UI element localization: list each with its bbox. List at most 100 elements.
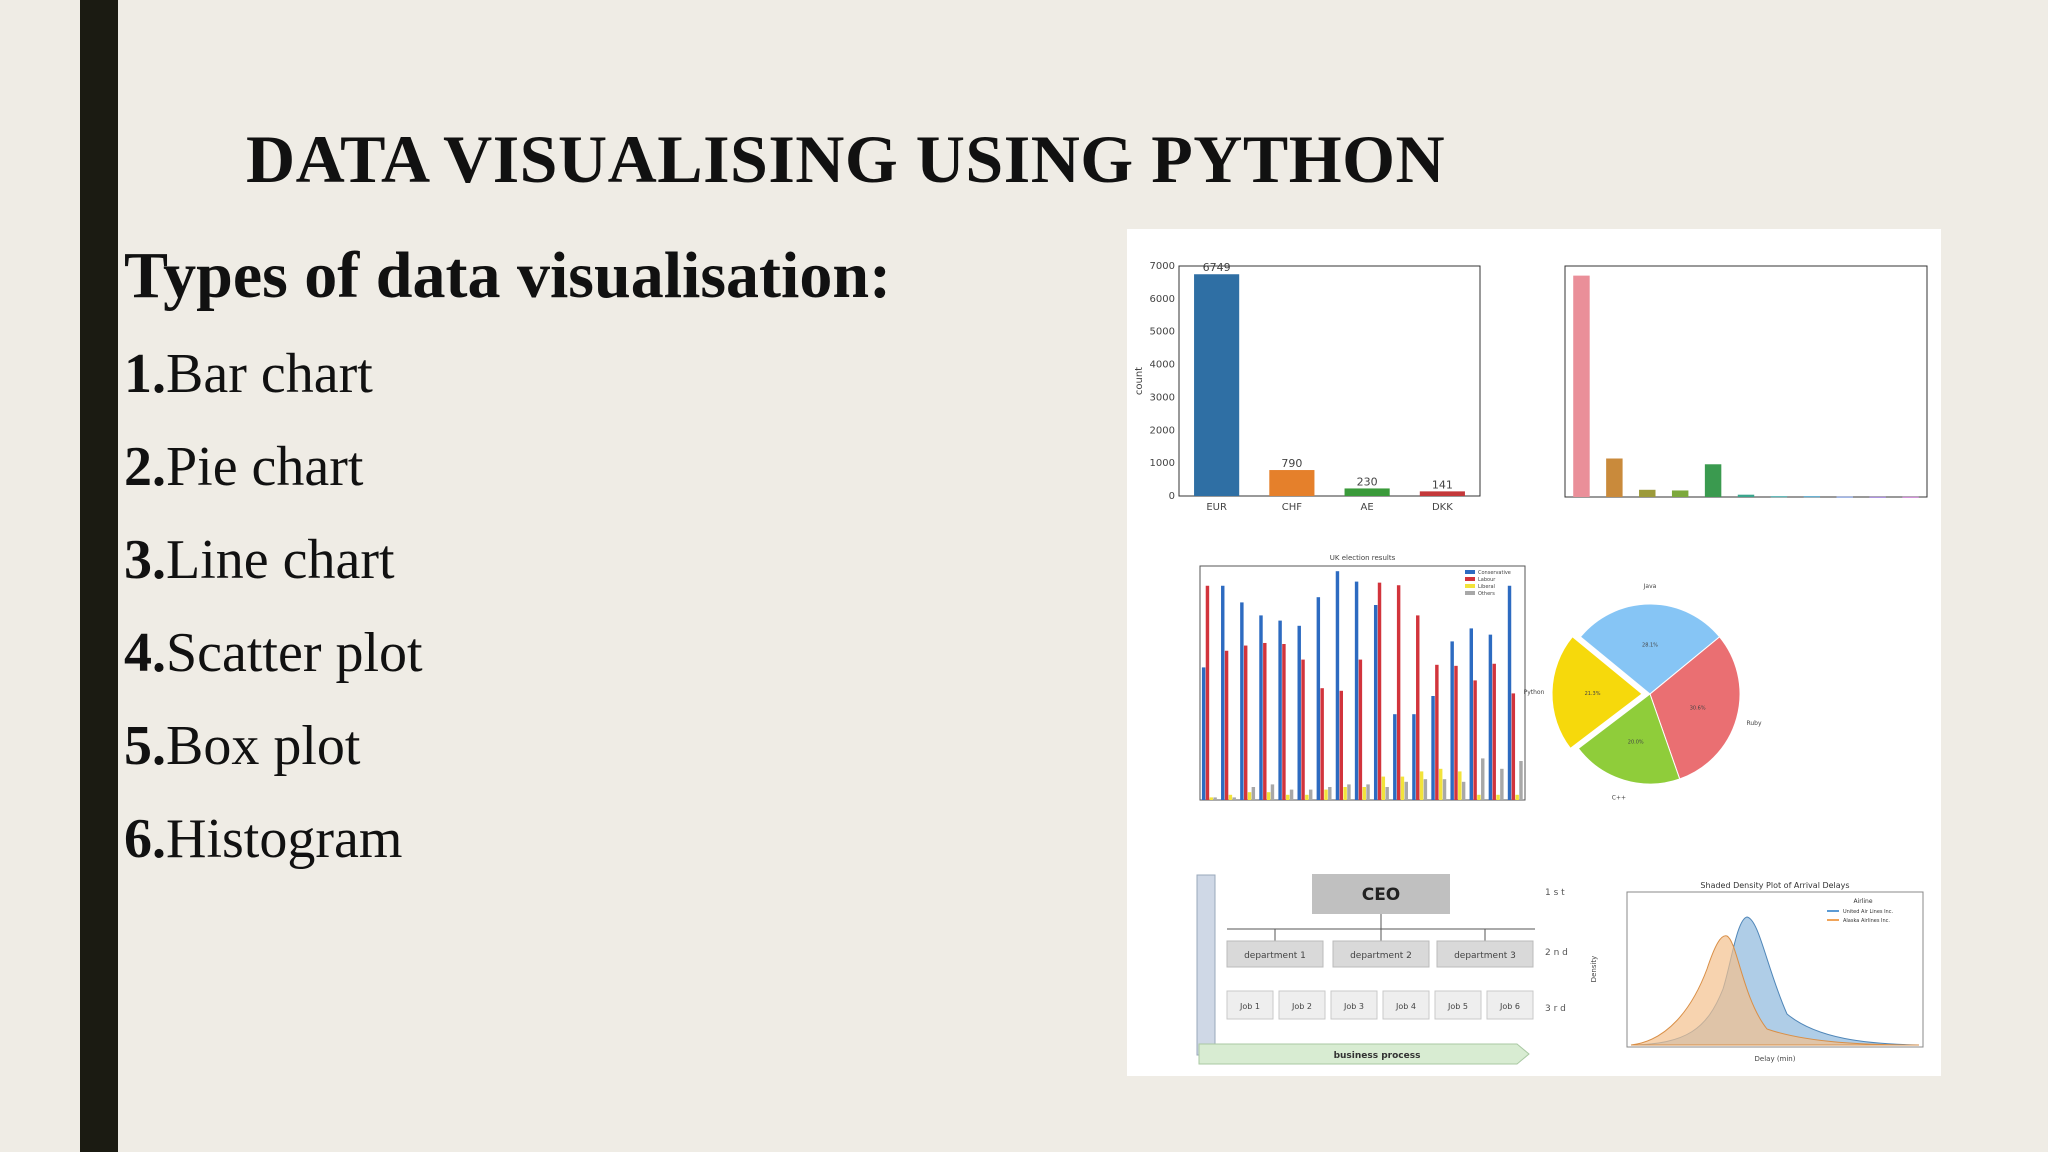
legend-swatch [1465, 570, 1475, 574]
bar [1671, 490, 1689, 497]
density-legend-label: United Air Lines Inc. [1843, 909, 1893, 915]
legend-swatch [1465, 584, 1475, 588]
bar [1902, 496, 1919, 498]
bar [1266, 792, 1271, 800]
list-item-label: Histogram [166, 808, 403, 870]
org-department-box [1436, 940, 1534, 968]
pie-slice-label: C++ [1612, 794, 1626, 801]
chart-collage-image: CEO business process 1 s t 2 n d 3 r d S… [1127, 229, 1941, 1076]
list-item: 3.Line chart [124, 526, 423, 619]
bar [1606, 458, 1623, 497]
pie-slice-label: Ruby [1746, 720, 1762, 727]
bar [1458, 771, 1462, 800]
y-tick-label: 3000 [1150, 392, 1175, 403]
bar [1297, 625, 1301, 800]
density-ylabel: Density [1590, 956, 1598, 983]
pie-slice-value: 30.6% [1690, 705, 1706, 711]
bar [1461, 781, 1466, 800]
bar [1385, 787, 1389, 800]
org-level-label: 3 r d [1545, 1004, 1566, 1014]
bar [1869, 496, 1886, 498]
bar [1270, 784, 1275, 800]
bar [1416, 615, 1420, 800]
bar [1354, 581, 1359, 800]
bar-value-label: 6749 [1203, 261, 1231, 274]
bar [1286, 794, 1290, 800]
org-department-label: department 1 [1244, 951, 1306, 961]
list-item: 1.Bar chart [124, 340, 423, 433]
org-job-box [1226, 990, 1274, 1020]
density-xlabel: Delay (min) [1755, 1055, 1796, 1063]
bar [1519, 761, 1523, 800]
pie-slice-label: Java [1643, 583, 1657, 590]
bar [1301, 659, 1305, 800]
list-item-label: Pie chart [166, 436, 364, 498]
legend-swatch [1465, 591, 1475, 595]
bar [1704, 464, 1722, 497]
bar [1269, 470, 1315, 496]
list-item-number: 4. [124, 622, 166, 684]
org-job-label: Job 3 [1343, 1002, 1364, 1011]
bar-value-label: 790 [1281, 457, 1302, 470]
bar [1324, 789, 1328, 800]
bar [1339, 690, 1343, 800]
bar [1381, 776, 1386, 800]
bar [1305, 794, 1309, 800]
bar [1492, 663, 1496, 800]
bar [1362, 787, 1366, 800]
bar [1240, 602, 1244, 800]
org-process-arrow [1198, 1043, 1530, 1065]
list-item-label: Scatter plot [166, 622, 423, 684]
bar [1282, 644, 1286, 800]
list-item: 5.Box plot [124, 712, 423, 805]
pie-slice-value: 20.0% [1628, 739, 1644, 745]
org-department-label: department 2 [1350, 951, 1412, 961]
bar [1344, 488, 1390, 496]
pie-slice [1579, 603, 1721, 695]
org-level-label: 1 s t [1545, 888, 1565, 898]
bar [1366, 784, 1370, 800]
org-process-label: business process [1334, 1051, 1421, 1061]
org-ceo-box [1312, 874, 1450, 914]
org-department-box [1226, 940, 1324, 968]
bar [1496, 794, 1500, 800]
bar [1347, 784, 1351, 800]
bar [1201, 667, 1206, 800]
bar [1507, 585, 1512, 800]
org-job-box [1278, 990, 1326, 1020]
list-item-label: Box plot [166, 715, 361, 777]
density-legend-title: Airline [1853, 898, 1872, 905]
org-connector-lines [1227, 914, 1535, 941]
org-level-label: 2 n d [1545, 948, 1568, 958]
list-item-number: 1. [124, 343, 166, 405]
org-vertical-arrow [1196, 874, 1216, 1056]
list-item-number: 5. [124, 715, 166, 777]
bar [1205, 585, 1210, 800]
list-item-label: Line chart [166, 529, 395, 591]
x-tick-label: AE [1361, 502, 1374, 513]
bar [1473, 680, 1477, 800]
bar [1419, 491, 1465, 496]
density-legend-label: Alaska Airlines Inc. [1843, 918, 1890, 924]
legend-swatch [1465, 577, 1475, 581]
y-tick-label: 4000 [1150, 360, 1175, 371]
legend-label: Conservative [1478, 570, 1511, 576]
bar [1335, 571, 1340, 800]
legend-label: Liberal [1478, 584, 1495, 590]
org-job-label: Job 6 [1499, 1002, 1520, 1011]
bar [1373, 605, 1378, 800]
bar [1247, 792, 1252, 800]
y-tick-label: 2000 [1150, 425, 1175, 436]
y-tick-label: 1000 [1150, 458, 1175, 469]
chart-collage-svg: CEO business process 1 s t 2 n d 3 r d S… [1134, 261, 1928, 1065]
bar [1770, 496, 1788, 498]
list-item-number: 3. [124, 529, 166, 591]
bar [1194, 274, 1240, 496]
list-item-number: 6. [124, 808, 166, 870]
org-job-label: Job 2 [1291, 1002, 1312, 1011]
bar [1263, 642, 1267, 800]
list-item: 2.Pie chart [124, 433, 423, 526]
org-job-box [1330, 990, 1378, 1020]
bar [1308, 789, 1313, 800]
bar [1435, 664, 1439, 800]
